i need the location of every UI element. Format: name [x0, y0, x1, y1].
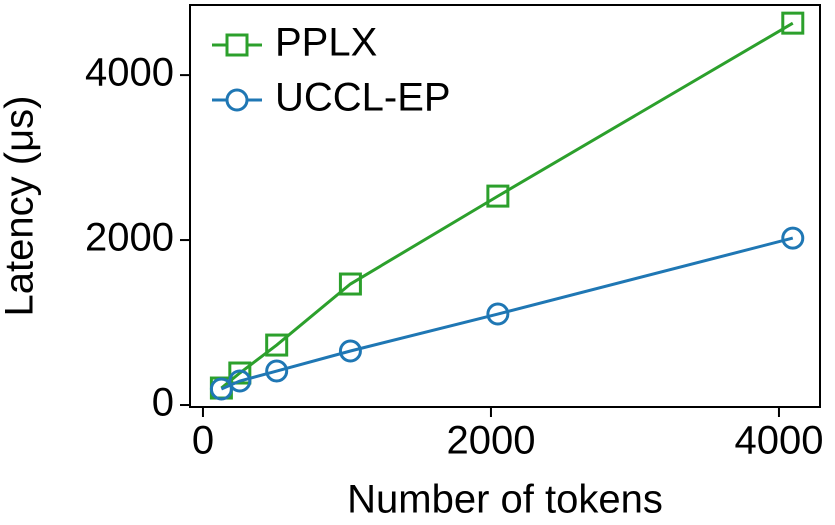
legend-label: PPLX — [275, 21, 377, 65]
data-point — [209, 377, 233, 401]
data-point — [265, 333, 289, 357]
series-line — [220, 236, 794, 391]
series-line — [220, 21, 794, 390]
data-point — [265, 359, 289, 383]
x-axis-label: Number of tokens — [347, 478, 663, 522]
plot-frame — [189, 4, 821, 408]
x-tick-label: 0 — [192, 419, 214, 463]
data-point — [486, 302, 510, 326]
legend-marker — [225, 88, 249, 112]
legend-label: UCCL-EP — [275, 76, 451, 120]
y-axis-label: Latency (μs) — [0, 96, 42, 317]
data-point — [486, 184, 510, 208]
x-tick-label: 2000 — [446, 419, 535, 463]
legend-marker — [225, 33, 249, 57]
data-point — [228, 361, 252, 385]
data-point — [781, 226, 805, 250]
y-tick-label: 4000 — [85, 51, 174, 95]
data-point — [781, 11, 805, 35]
data-point — [228, 369, 252, 393]
y-tick-label: 0 — [152, 381, 174, 425]
data-point — [338, 339, 362, 363]
y-tick-label: 2000 — [85, 216, 174, 260]
x-tick-label: 4000 — [734, 419, 823, 463]
data-point — [338, 272, 362, 296]
